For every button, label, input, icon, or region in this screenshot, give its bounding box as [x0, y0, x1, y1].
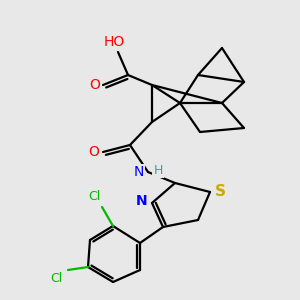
Text: O: O: [88, 145, 99, 159]
Text: O: O: [90, 78, 101, 92]
Text: S: S: [214, 184, 226, 200]
Text: H: H: [153, 164, 163, 176]
Text: Cl: Cl: [88, 190, 100, 203]
Text: N: N: [134, 165, 144, 179]
Text: Cl: Cl: [50, 272, 62, 284]
Text: N: N: [136, 194, 148, 208]
Text: HO: HO: [103, 35, 124, 49]
